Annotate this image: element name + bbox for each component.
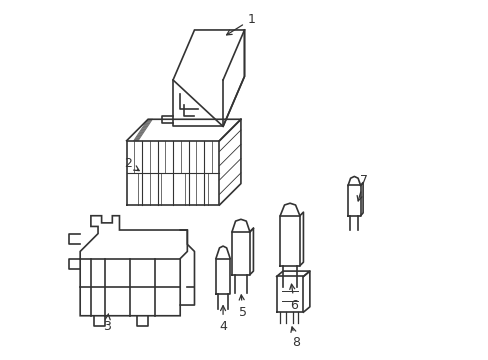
Text: 6: 6 xyxy=(289,284,298,311)
Text: 8: 8 xyxy=(290,327,300,349)
Text: 2: 2 xyxy=(124,157,139,171)
Text: 4: 4 xyxy=(219,306,226,333)
Text: 7: 7 xyxy=(356,174,367,201)
Text: 3: 3 xyxy=(103,314,111,333)
Text: 1: 1 xyxy=(226,13,255,35)
Text: 5: 5 xyxy=(238,295,246,319)
